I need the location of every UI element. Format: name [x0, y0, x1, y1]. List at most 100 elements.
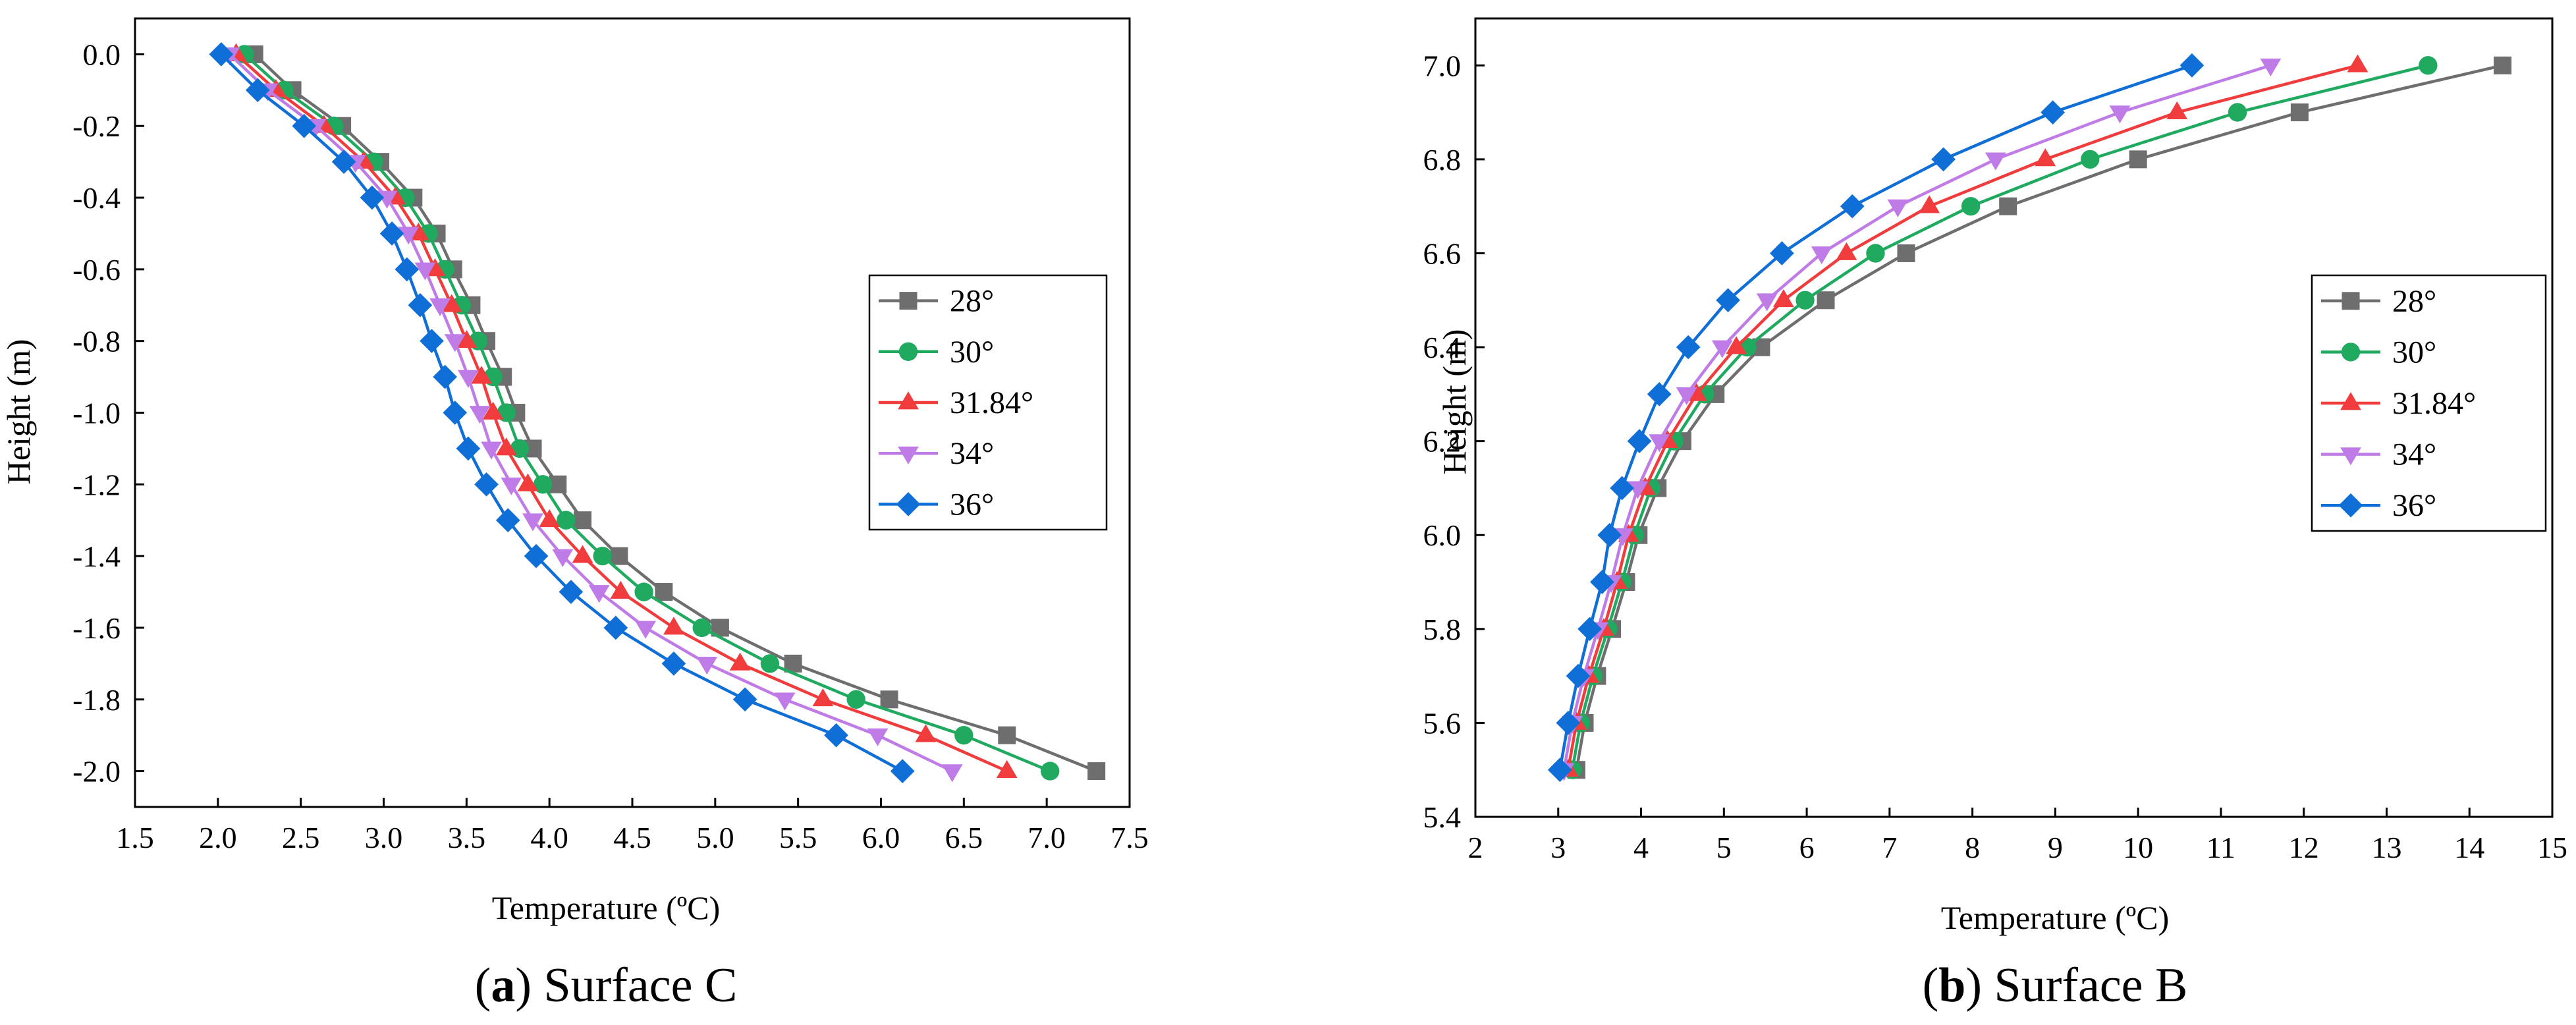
series-line: [1575, 64, 2504, 771]
series-36-deg: [1547, 53, 2205, 783]
data-point: [331, 150, 356, 174]
legend-entry: 28°: [2321, 284, 2436, 319]
caption-paren: (: [475, 958, 491, 1012]
legend-label: 31.84°: [950, 385, 1033, 420]
data-point: [663, 617, 684, 635]
y-tick-label: -1.0: [72, 397, 121, 430]
data-point: [441, 294, 462, 312]
series-34-deg: [1553, 58, 2282, 781]
y-tick-label: -0.6: [72, 253, 121, 287]
data-point: [2260, 58, 2282, 77]
caption-title: ) Surface C: [515, 958, 737, 1012]
data-point: [2166, 101, 2188, 119]
data-point: [2347, 54, 2369, 72]
data-point: [846, 690, 865, 709]
data-point: [1887, 199, 1909, 217]
series-34-deg: [219, 47, 963, 783]
data-point: [245, 78, 270, 103]
y-tick-label: -1.2: [72, 468, 121, 501]
data-point: [501, 477, 522, 496]
data-point: [552, 549, 574, 567]
y-tick-label: -0.4: [72, 181, 121, 215]
data-point: [444, 334, 466, 352]
x-tick-label: 14: [2454, 831, 2484, 864]
y-tick-label: -0.8: [72, 325, 121, 358]
panel-caption: (b) Surface B: [1923, 958, 2188, 1012]
y-tick-label: 6.0: [1423, 518, 1462, 552]
data-point: [1566, 663, 1591, 688]
x-tick-label: 4: [1633, 831, 1649, 864]
data-point: [456, 436, 481, 461]
data-point: [471, 366, 492, 384]
data-point: [824, 723, 848, 748]
data-point: [661, 651, 686, 676]
data-point: [2290, 103, 2309, 122]
legend-label: 28°: [2392, 284, 2436, 319]
data-point: [2129, 150, 2147, 169]
x-tick-label: 7.5: [1110, 821, 1149, 854]
legend-label: 30°: [950, 335, 994, 370]
data-point: [1836, 242, 1857, 260]
data-point: [522, 513, 543, 532]
data-point: [610, 580, 632, 599]
series-line: [1558, 64, 2193, 771]
caption-letter: b: [1938, 958, 1965, 1012]
data-point: [1610, 476, 1634, 501]
data-point: [533, 475, 553, 494]
data-point: [1627, 481, 1649, 499]
data-point: [1866, 244, 1885, 263]
y-tick-label: 6.6: [1423, 236, 1462, 270]
data-point: [1711, 340, 1733, 358]
data-point: [443, 401, 468, 425]
legend: 28° 30° 31.84° 34° 36°: [868, 274, 1108, 531]
series-line: [1566, 64, 2359, 771]
y-tick-label: -1.4: [72, 540, 121, 573]
legend-label: 34°: [2392, 437, 2436, 472]
data-point: [1716, 288, 1740, 313]
data-point: [379, 221, 404, 246]
data-point: [433, 364, 457, 389]
data-point: [1597, 522, 1622, 547]
data-point: [557, 511, 576, 530]
x-tick-label: 7.0: [1028, 821, 1066, 854]
x-tick-label: 2: [1468, 831, 1483, 864]
data-point: [1999, 197, 2017, 215]
x-tick-label: 12: [2289, 831, 2319, 864]
x-tick-label: 5.0: [696, 821, 734, 854]
data-point: [474, 472, 499, 497]
data-point: [292, 113, 317, 138]
legend-marker: [2340, 392, 2361, 410]
x-tick-label: 10: [2123, 831, 2153, 864]
data-point: [915, 724, 937, 742]
x-axis-label: Temperature (ºC): [1941, 899, 2170, 936]
data-point: [495, 508, 520, 533]
legend-entry: 36°: [2321, 488, 2436, 523]
series-36-deg: [209, 42, 915, 783]
legend: 28° 30° 31.84° 34° 36°: [2311, 274, 2547, 532]
data-point: [1897, 244, 1915, 262]
panel-caption: (a) Surface C: [475, 958, 738, 1012]
data-point: [941, 764, 963, 783]
legend-entry: 30°: [879, 335, 994, 370]
data-point: [692, 618, 711, 638]
y-tick-label: 6.4: [1423, 331, 1462, 364]
data-point: [1795, 291, 1815, 310]
data-point: [1756, 293, 1778, 312]
data-point: [760, 654, 780, 673]
data-point: [867, 728, 889, 746]
y-tick-label: 5.6: [1423, 706, 1462, 740]
legend-marker: [2341, 343, 2361, 362]
data-point: [1676, 387, 1697, 406]
y-axis-label: Height (m): [1436, 329, 1473, 475]
data-point: [1769, 241, 1794, 265]
legend-label: 28°: [950, 284, 994, 319]
data-point: [2419, 56, 2438, 75]
data-point: [539, 509, 561, 528]
y-tick-label: 7.0: [1423, 49, 1462, 82]
data-point: [610, 547, 628, 565]
caption-title: ) Surface B: [1965, 958, 2187, 1012]
data-point: [603, 615, 628, 640]
data-point: [1726, 336, 1747, 354]
data-point: [420, 329, 444, 354]
series-31.84-deg: [225, 43, 1018, 778]
